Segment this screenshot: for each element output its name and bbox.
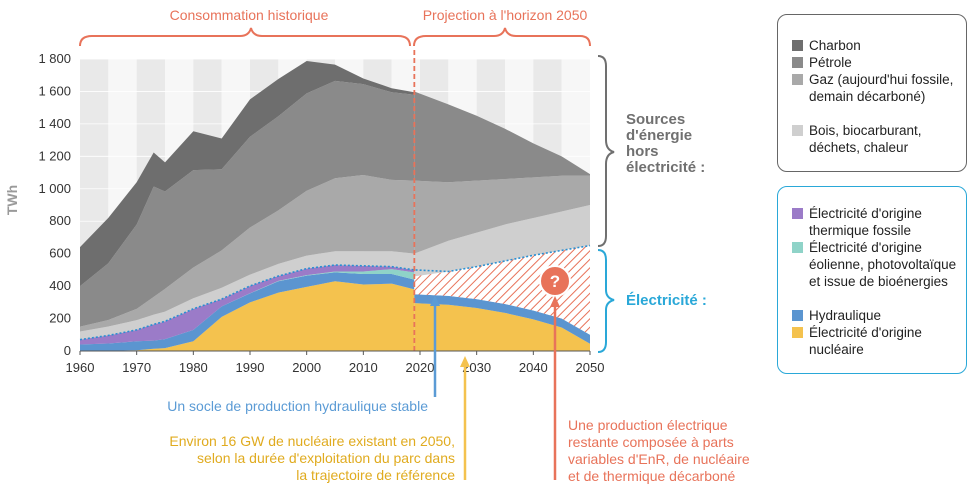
legend-swatch [792, 74, 803, 85]
legend-item: Électricité d'origine nucléaire [792, 324, 962, 358]
group-label-fossil: Sources d'énergie hors électricité : [626, 111, 705, 176]
brace-projection [413, 27, 591, 47]
header-historic: Consommation historique [170, 7, 329, 23]
annotation-nuclear-line: selon la durée d'exploitation du parc da… [197, 450, 455, 466]
remaining-arrowhead [550, 296, 560, 307]
y-tick-label: 1 200 [38, 148, 71, 163]
legend-label: Électricité d'origine nucléaire [809, 325, 922, 357]
axes: 1960 1970 1980 1990 2000 2010 2020 2030 2040 2050… [38, 51, 604, 375]
group-label-fossil-line: d'énergie [626, 127, 692, 144]
annotation-remaining-line: restante composée à parts [568, 434, 734, 450]
x-tick-label: 2040 [519, 360, 548, 375]
nuclear-arrowhead [460, 356, 470, 367]
x-tick-label: 2020 [406, 360, 435, 375]
legend-label: Bois, biocarburant, déchets, chaleur [809, 123, 922, 155]
legend-swatch [792, 242, 803, 253]
projection-biomass [414, 205, 590, 277]
stacked-areas [80, 60, 590, 351]
legend-label: Hydraulique [809, 308, 882, 323]
legend-swatch [792, 40, 803, 51]
legend-item: Électricité d'origine thermique fossile [792, 205, 962, 239]
area-series [80, 60, 415, 287]
x-tick-label: 2000 [292, 360, 321, 375]
projection-nuclear [414, 303, 590, 351]
legend-fossil-sources: Charbon Pétrole Gaz (aujourd'hui fossile… [777, 14, 967, 172]
x-tick-label: 2050 [576, 360, 605, 375]
brace-fossil-sources [597, 55, 615, 247]
brace-electricity [597, 249, 615, 353]
group-label-electricity: Électricité : [626, 292, 707, 309]
y-tick-label: 1 600 [38, 83, 71, 98]
x-tick-label: 1960 [66, 360, 95, 375]
annotation-remaining-line: et de thermique décarboné [568, 468, 736, 484]
legend-swatch [792, 125, 803, 136]
annotation-remaining: Une production électrique restante compo… [568, 417, 750, 484]
legend-swatch [792, 310, 803, 321]
legend-swatch [792, 327, 803, 338]
area-series [80, 272, 415, 351]
y-tick-label: 400 [49, 278, 71, 293]
legend-item: Hydraulique [792, 307, 962, 324]
x-tick-label: 1990 [236, 360, 265, 375]
y-tick-label: 800 [49, 213, 71, 228]
brace-historic [79, 27, 411, 47]
x-tick-label: 1980 [179, 360, 208, 375]
legend-item: Gaz (aujourd'hui fossile, demain décarbo… [792, 71, 962, 105]
annotation-hydro: Un socle de production hydraulique stabl… [167, 398, 428, 414]
group-label-fossil-line: Sources [626, 111, 685, 128]
legend-item: Charbon [792, 37, 962, 54]
annotation-remaining-line: variables d'EnR, de nucléaire [568, 451, 750, 467]
y-axis-label: TWh [4, 185, 20, 215]
y-tick-label: 600 [49, 246, 71, 261]
legend-swatch [792, 208, 803, 219]
legend-label: Pétrole [809, 55, 852, 70]
area-series [80, 80, 415, 327]
legend-swatch [792, 57, 803, 68]
overlays [79, 50, 591, 351]
area-series [80, 251, 415, 340]
y-tick-label: 1 800 [38, 51, 71, 66]
question-mark: ? [550, 272, 560, 291]
area-series [80, 281, 415, 351]
legend-label: Charbon [809, 38, 861, 53]
y-tick-label: 200 [49, 311, 71, 326]
y-tick-label: 1 000 [38, 181, 71, 196]
legend-item: Bois, biocarburant, déchets, chaleur [792, 122, 962, 156]
annotation-nuclear: Environ 16 GW de nucléaire existant en 2… [169, 433, 455, 483]
legend-item: Pétrole [792, 54, 962, 71]
projection-oil [414, 91, 590, 183]
y-tick-label: 1 400 [38, 116, 71, 131]
x-tick-label: 2010 [349, 360, 378, 375]
annotation-nuclear-line: Environ 16 GW de nucléaire existant en 2… [169, 433, 455, 449]
area-series [80, 174, 415, 332]
header-projection: Projection à l'horizon 2050 [423, 7, 588, 23]
group-label-fossil-line: hors [626, 143, 659, 160]
legend-label: Électricité d'origine éolienne, photovol… [809, 240, 957, 289]
annotation-nuclear-line: la trajectoire de référence [296, 467, 455, 483]
area-series [80, 265, 415, 345]
annotation-remaining-line: Une production électrique [568, 417, 728, 433]
y-tick-label: 0 [64, 343, 71, 358]
legend-label: Électricité d'origine thermique fossile [809, 206, 922, 238]
group-label-fossil-line: électricité : [626, 159, 705, 176]
projection-gas [414, 175, 590, 254]
legend-label: Gaz (aujourd'hui fossile, demain décarbo… [809, 72, 954, 104]
x-tick-label: 1970 [122, 360, 151, 375]
legend-electricity: Électricité d'origine thermique fossile … [777, 186, 967, 374]
x-tick-label: 2030 [462, 360, 491, 375]
hydro-arrowhead [430, 295, 440, 306]
electricity-total-line [79, 244, 591, 341]
legend-item: Électricité d'origine éolienne, photovol… [792, 239, 962, 290]
